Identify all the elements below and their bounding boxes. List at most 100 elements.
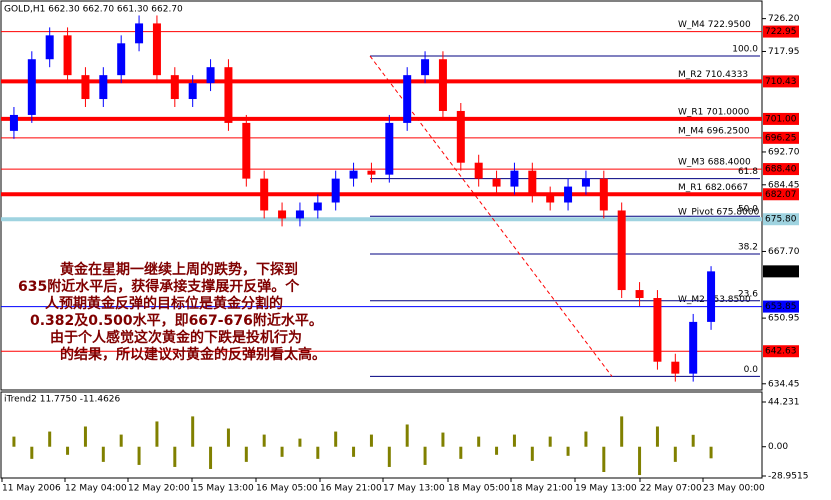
x-tick-label: 11 May 2006	[2, 484, 61, 494]
y-tick-label: 726.20	[768, 14, 800, 24]
x-tick-label: 16 May 05:00	[256, 484, 318, 494]
annotation: 人预期黄金反弹的目标位是黄金分割的	[45, 295, 283, 312]
candle-body	[528, 170, 537, 195]
candle-body	[188, 83, 197, 100]
price-tag-label: 642.63	[765, 347, 797, 357]
price-tag	[763, 131, 799, 144]
price-tag	[763, 163, 799, 176]
price-tag-label: 653.85	[765, 302, 797, 312]
fib-label: 100.0	[732, 45, 758, 55]
price-tag	[763, 188, 799, 201]
x-tick-label: 12 May 04:00	[65, 484, 127, 494]
candle-body	[63, 35, 72, 76]
candle-body	[278, 210, 287, 219]
candle-body	[546, 194, 555, 203]
price-tag-label: 696.25	[765, 133, 797, 143]
candle-body	[564, 186, 573, 203]
chart-title: GOLD,H1 662.30 662.70 661.30 662.70	[4, 5, 183, 15]
candle-body	[117, 43, 126, 76]
fib-label: 23.6	[738, 289, 758, 299]
fib-label: 50.0	[738, 205, 758, 215]
indicator-title: iTrend2 11.7750 -11.4626	[4, 395, 121, 405]
candle-body	[242, 122, 251, 179]
candle-body	[331, 178, 340, 203]
candle-body	[617, 210, 626, 291]
price-tag	[763, 300, 799, 313]
candle-body	[81, 75, 90, 100]
y-tick-label: 667.70	[768, 247, 800, 257]
y-tick-label: 634.45	[768, 379, 800, 389]
candle-body	[403, 75, 412, 123]
candle-body	[492, 178, 501, 187]
candle-body	[135, 23, 144, 44]
indicator-panel	[0, 391, 763, 479]
candle-body	[421, 59, 430, 76]
level-text: W_Pivot 675.8000	[678, 208, 760, 218]
annotation: 的结果，所以建议对黄金的反弹别看太高。	[60, 346, 326, 363]
price-tag	[763, 213, 799, 226]
annotation: 0.382及0.500水平，即667-676附近水平。	[30, 312, 323, 329]
fib-label: 38.2	[738, 243, 758, 253]
candle-body	[707, 271, 716, 322]
candle-body	[9, 114, 18, 131]
candle-body	[510, 170, 519, 187]
candle-body	[599, 178, 608, 211]
y-tick-label: 717.95	[768, 47, 800, 57]
level-text: W_M4 722.9500	[678, 20, 751, 30]
fib-label: 61.8	[738, 167, 758, 177]
candle-body	[295, 210, 304, 219]
level-text: M_R1 682.0667	[678, 183, 748, 193]
x-tick-label: 22 May 07:00	[640, 484, 702, 494]
candle-body	[152, 23, 161, 76]
x-tick-label: 15 May 13:00	[192, 484, 254, 494]
x-tick-label: 19 May 13:00	[575, 484, 637, 494]
annotation: 635附近水平后，获得承接支撑展开反弹。个	[18, 278, 300, 295]
level-text: M_R2 710.4333	[678, 70, 748, 80]
price-tag	[763, 265, 799, 278]
candle-body	[635, 290, 644, 299]
price-tag-label: 682.07	[765, 190, 797, 200]
candle-body	[367, 170, 376, 175]
candle-body	[385, 122, 394, 175]
x-tick-label: 12 May 20:00	[128, 484, 190, 494]
candle-body	[27, 59, 36, 115]
indicator-tick-label: -28.9515	[768, 472, 808, 482]
price-tag	[763, 345, 799, 358]
x-tick-label: 17 May 13:00	[383, 484, 445, 494]
level-text: M_M4 696.2500	[678, 126, 750, 136]
fib-label: 0.0	[744, 365, 759, 375]
candle-body	[260, 178, 269, 211]
candle-body	[474, 162, 483, 179]
annotation: 黄金在星期一继续上周的跌势，下探到	[60, 261, 298, 278]
indicator-tick-label: 0.00	[768, 442, 788, 452]
level-text: W_R1 701.0000	[678, 107, 749, 117]
candle-body	[438, 59, 447, 111]
price-tag	[763, 25, 799, 38]
candle-body	[581, 178, 590, 187]
candle-body	[99, 75, 108, 100]
candle-body	[224, 67, 233, 123]
price-tag-label: 688.40	[765, 165, 797, 175]
price-tag	[763, 112, 799, 125]
price-tag-label: 662.70	[765, 267, 797, 277]
price-tag-label: 710.43	[765, 77, 797, 87]
candle-body	[653, 298, 662, 362]
price-tag-label: 722.95	[765, 27, 797, 37]
candle-body	[45, 35, 54, 60]
x-tick-label: 18 May 05:00	[448, 484, 510, 494]
x-tick-label: 23 May 00:00	[703, 484, 765, 494]
price-tag-label: 701.00	[765, 114, 797, 124]
candle-body	[313, 202, 322, 211]
y-tick-label: 692.70	[768, 147, 800, 157]
candle-body	[671, 361, 680, 374]
level-text: W_M3 688.4000	[678, 158, 751, 168]
y-tick-label: 650.95	[768, 314, 800, 324]
x-tick-label: 16 May 21:00	[320, 484, 382, 494]
annotation: 由于个人感觉这次黄金的下跌是投机行为	[50, 329, 302, 346]
price-tag-label: 675.80	[765, 215, 797, 225]
candle-body	[689, 321, 698, 374]
price-tag	[763, 75, 799, 88]
y-tick-label: 684.45	[768, 180, 800, 190]
candle-body	[206, 67, 215, 84]
